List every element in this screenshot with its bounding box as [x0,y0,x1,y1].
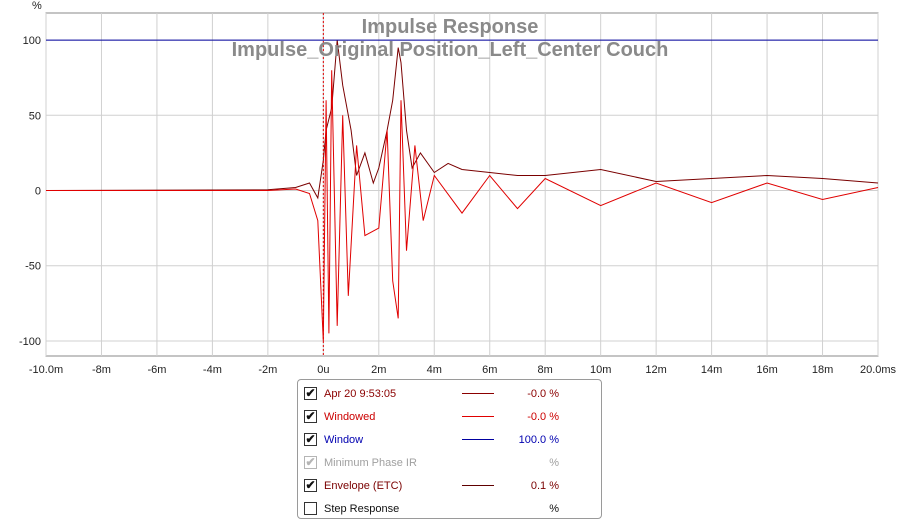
legend-checkbox[interactable]: ✔ [304,386,317,400]
legend-checkbox[interactable]: ✔ [304,478,317,492]
x-tick-label: 10m [590,364,611,376]
x-tick-label: 16m [756,364,777,376]
legend-row: ✔ Minimum Phase IR% [304,453,594,473]
x-tick-label: 18m [812,364,833,376]
legend-value: 0.1 % [530,480,559,492]
x-tick-label: 20.0ms [860,364,897,376]
legend-row: ✔ Windowed -0.0 % [304,407,594,427]
legend-swatch [462,393,494,394]
legend-value: -0.0 % [527,411,559,423]
x-tick-label: 4m [427,364,442,376]
legend-label: Minimum Phase IR [324,457,417,469]
legend-label: Window [324,434,364,446]
legend-row: Step Response% [304,499,594,519]
legend-label: Apr 20 9:53:05 [324,388,397,400]
x-tick-label: -10.0m [29,364,63,376]
x-tick-label: 8m [538,364,553,376]
y-tick-label: 0 [35,186,41,198]
y-axis-unit: % [32,0,42,12]
x-tick-label: -4m [203,364,222,376]
impulse-response-chart: 100 50 0 -50 -100 -10.0m -8m -6m -4m -2m 0u 2m 4m 6m… [19,0,897,376]
legend-checkbox[interactable]: ✔ [304,409,317,423]
legend-row: ✔ Window 100.0 % [304,430,594,450]
legend-swatch [462,485,494,486]
legend-label: Envelope (ETC) [324,480,403,492]
legend-row: ✔ Apr 20 9:53:05 -0.0 % [304,384,594,404]
series-line [46,70,879,342]
chart-title: Impulse Response [362,16,539,38]
x-tick-label: -2m [258,364,277,376]
legend-label: Windowed [324,411,376,423]
y-tick-label: -100 [19,336,41,348]
legend-label: Step Response [324,503,400,515]
series-lines [45,39,879,342]
x-tick-label: 0u [317,364,329,376]
x-tick-label: 14m [701,364,722,376]
legend-swatch [462,416,494,417]
chart-subtitle: Impulse_Original Position_Left_Center Co… [232,39,669,61]
legend-checkbox[interactable]: ✔ [304,455,317,469]
legend-row: ✔ Envelope (ETC) 0.1 % [304,476,594,496]
x-tick-label: 6m [482,364,497,376]
legend-swatch [462,439,494,440]
legend-value: 100.0 % [518,434,559,446]
legend-panel: ✔ Apr 20 9:53:05 -0.0 % ✔ Windowed -0.0 % ✔ Win… [297,379,602,519]
plot-area [45,12,879,357]
y-tick-label: -50 [25,261,41,273]
legend-value: -0.0 % [527,388,559,400]
x-tick-labels: -10.0m -8m -6m -4m -2m 0u 2m 4m 6m 8m 10m 12m 14m 16m… [29,364,897,376]
x-tick-label: -6m [147,364,166,376]
x-tick-label: 12m [645,364,666,376]
y-tick-label: 100 [23,35,41,47]
legend-checkbox[interactable] [304,502,317,515]
x-tick-label: -8m [92,364,111,376]
y-tick-label: 50 [29,110,41,122]
legend-checkbox[interactable]: ✔ [304,432,317,446]
legend-value: % [549,503,559,515]
legend-value: % [549,457,559,469]
x-tick-label: 2m [371,364,386,376]
y-tick-labels: 100 50 0 -50 -100 [19,35,41,348]
